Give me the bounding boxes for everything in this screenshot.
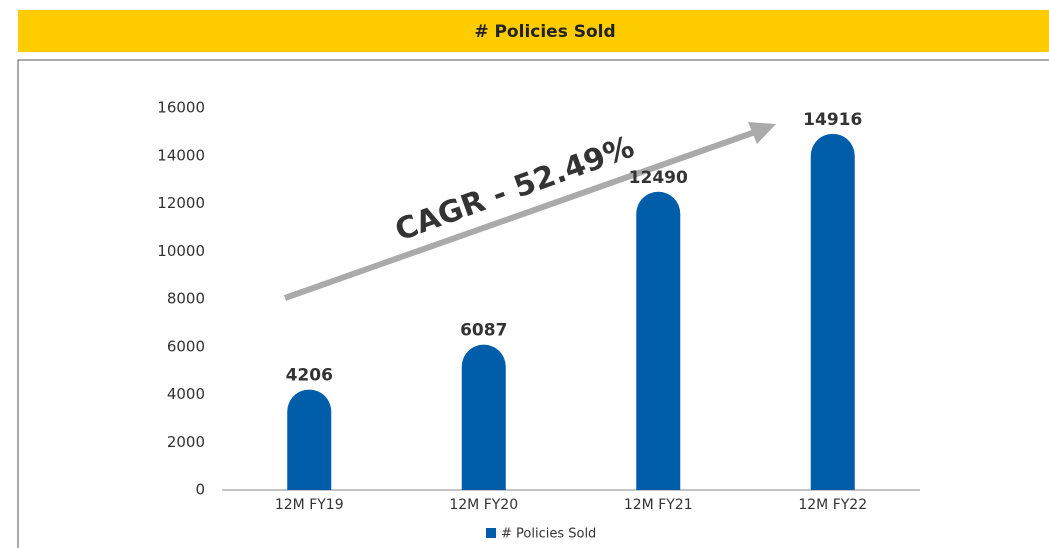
y-tick-label: 6000: [167, 337, 205, 355]
bar: [287, 389, 332, 490]
y-tick-label: 2000: [167, 433, 205, 451]
y-tick-label: 4000: [167, 385, 205, 403]
x-tick-label: 12M FY22: [798, 497, 867, 513]
data-label: 12490: [629, 168, 688, 188]
arrow-head: [748, 122, 776, 144]
bar: [636, 191, 681, 490]
y-tick-label: 16000: [157, 99, 205, 117]
x-tick-label: 12M FY19: [275, 497, 344, 513]
chart-frame: [17, 59, 1049, 548]
y-tick-label: 14000: [157, 146, 205, 164]
y-tick-label: 10000: [157, 242, 205, 260]
legend-label: # Policies Sold: [501, 527, 596, 542]
y-tick-label: 8000: [167, 290, 205, 308]
legend-swatch: [486, 528, 496, 538]
data-label: 14916: [803, 110, 862, 130]
bar: [461, 344, 506, 490]
x-tick-label: 12M FY20: [449, 497, 518, 513]
bar: [810, 133, 855, 491]
data-label: 4206: [286, 366, 333, 386]
data-label: 6087: [460, 321, 507, 341]
y-tick-label: 12000: [157, 194, 205, 212]
chart-title: # Policies Sold: [474, 22, 615, 42]
title-banner: [18, 10, 1049, 52]
arrow-shaft: [284, 128, 759, 301]
y-tick-label: 0: [195, 481, 205, 499]
x-tick-label: 12M FY21: [624, 497, 693, 513]
